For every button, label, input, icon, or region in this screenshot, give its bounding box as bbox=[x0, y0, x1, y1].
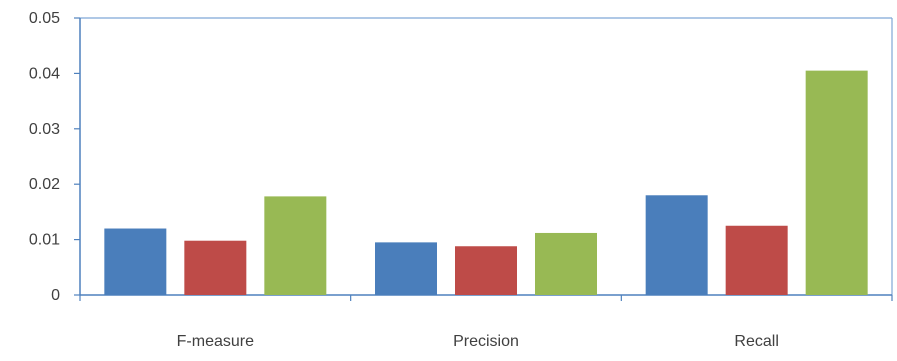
bar-recall-series-3 bbox=[805, 70, 868, 295]
y-tick-label: 0.03 bbox=[29, 121, 60, 138]
bar-recall-series-2 bbox=[725, 225, 788, 295]
x-category-label: F-measure bbox=[177, 333, 254, 350]
y-tick-label: 0 bbox=[51, 287, 60, 304]
bar-precision-series-3 bbox=[535, 232, 597, 295]
x-category-label: Precision bbox=[453, 333, 519, 350]
y-tick-label: 0.02 bbox=[29, 176, 60, 193]
y-tick-label: 0.04 bbox=[29, 65, 60, 82]
y-tick-label: 0.01 bbox=[29, 232, 60, 249]
bar-f-measure-series-2 bbox=[184, 240, 247, 295]
bar-recall-series-1 bbox=[645, 195, 708, 295]
y-tick-label: 0.05 bbox=[29, 10, 60, 27]
bar-precision-series-2 bbox=[455, 246, 517, 295]
bar-f-measure-series-1 bbox=[104, 228, 167, 295]
bar-precision-series-1 bbox=[375, 242, 437, 295]
bar-f-measure-series-3 bbox=[264, 196, 327, 295]
x-axis-ticks: F-measure Precision Recall bbox=[79, 295, 893, 350]
bars bbox=[104, 70, 868, 295]
y-axis-ticks: 0 0.01 0.02 0.03 0.04 0.05 bbox=[29, 10, 80, 304]
x-category-label: Recall bbox=[734, 333, 778, 350]
